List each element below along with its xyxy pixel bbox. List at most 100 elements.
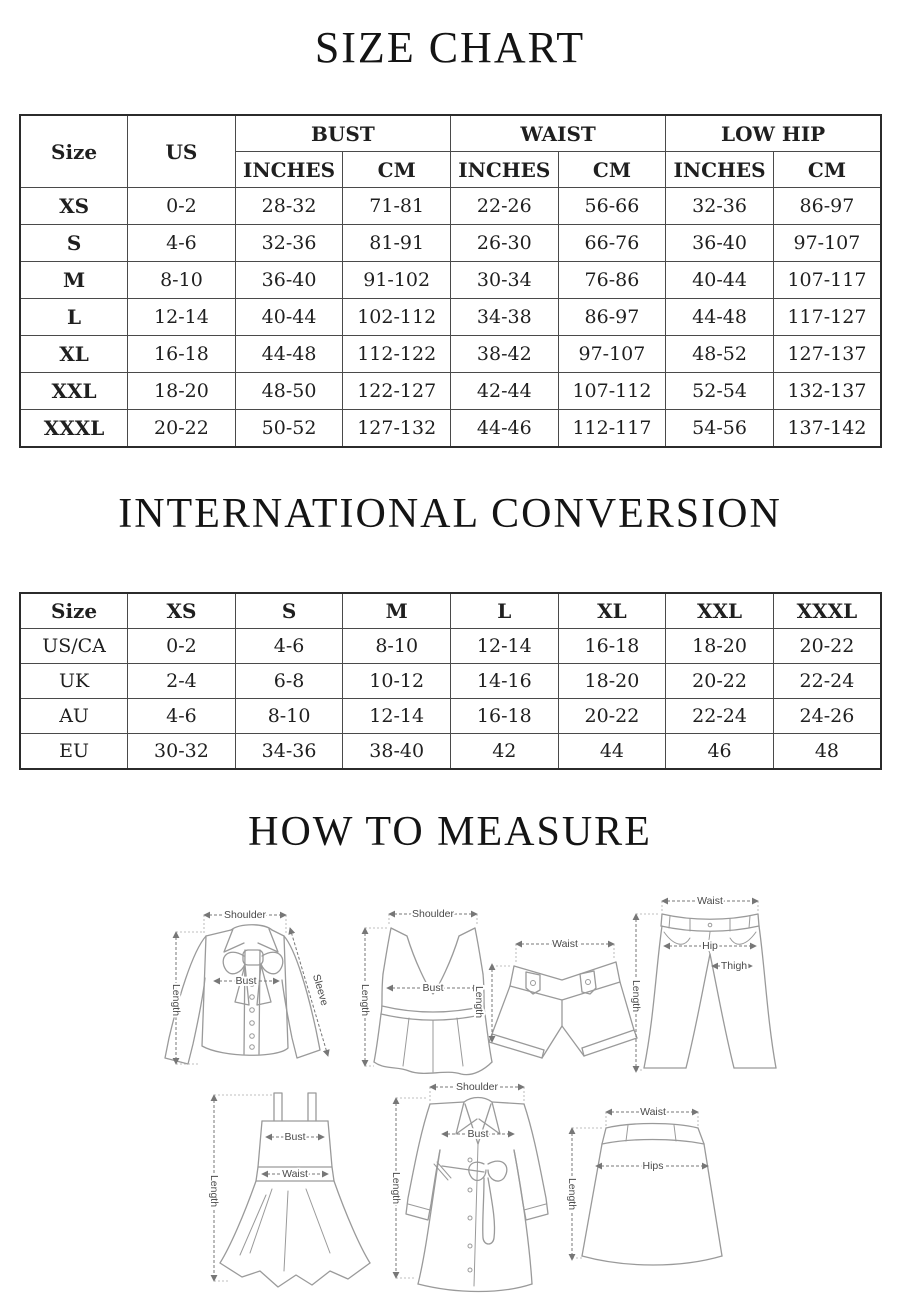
cell: 127-137 [772,335,882,373]
blouse-drawing [164,924,321,1065]
cell: 36-40 [234,261,344,299]
shorts-figure: Waist Length [471,936,638,1059]
length-label: Length [359,984,371,1016]
cell: 38-40 [342,733,451,770]
size-row-xxl: XXL 18-20 48-50 122-127 42-44 107-112 52… [19,372,882,410]
cell: S [19,224,129,262]
size-chart-table: Size US BUST WAIST LOW HIP INCHES CM INC… [19,114,882,448]
hip-label: Hip [702,940,718,952]
cell: 40-44 [665,261,774,299]
conversion-title: INTERNATIONAL CONVERSION [118,491,782,537]
dress-figure: Bust Waist Length [206,1092,371,1288]
dress-measure-lines [210,1094,329,1282]
skirt-drawing [581,1122,723,1266]
cell: 12-14 [127,298,236,336]
conv-header: Size [19,592,129,629]
subheader-hip-cm: CM [772,151,882,188]
cell: 32-36 [234,224,344,262]
col-group-waist: WAIST [449,114,667,152]
cell: 6-8 [234,663,344,699]
bust-label: Bust [467,1128,488,1140]
pants-figure: Waist Hip Thigh Length [628,893,777,1073]
size-row-m: M 8-10 36-40 91-102 30-34 76-86 40-44 10… [19,261,882,299]
cell: L [19,298,129,336]
conversion-table: Size XS S M L XL XXL XXXL US/CA 0-2 4-6 … [19,592,882,770]
how-to-measure-title: HOW TO MEASURE [248,809,652,855]
cell: 20-22 [772,628,882,664]
cell: 44 [557,733,667,770]
conv-row-uk: UK 2-4 6-8 10-12 14-16 18-20 20-22 22-24 [19,663,882,699]
length-label: Length [170,984,182,1016]
length-label: Length [566,1178,578,1210]
tank-measure-lines [361,910,480,1067]
cell: 107-112 [557,372,667,410]
sleeve-label: Sleeve [310,973,330,1007]
tank-top-figure: Shoulder Bust Length [357,906,493,1076]
cell: 81-91 [342,224,451,262]
cell: XXL [19,372,129,410]
pants-drawing [643,913,777,1069]
conv-row-eu: EU 30-32 34-36 38-40 42 44 46 48 [19,733,882,770]
cell: XXXL [19,409,129,448]
col-header-us: US [127,114,236,188]
cell: 40-44 [234,298,344,336]
cell: 4-6 [234,628,344,664]
cell: 32-36 [665,187,774,225]
bust-label: Bust [422,982,443,994]
cell: 86-97 [772,187,882,225]
cell: 22-26 [450,187,559,225]
cell: 76-86 [557,261,667,299]
dress-drawing [219,1092,371,1288]
coat-measure-lines [392,1083,525,1279]
coat-drawing [405,1096,549,1293]
cell: US/CA [19,628,129,664]
cell: 42 [450,733,559,770]
conv-header: XL [557,592,667,629]
conv-row-usca: US/CA 0-2 4-6 8-10 12-14 16-18 18-20 20-… [19,628,882,664]
cell: 54-56 [665,409,774,448]
cell: 12-14 [450,628,559,664]
cell: XS [19,187,129,225]
cell: 86-97 [557,298,667,336]
cell: 42-44 [450,372,559,410]
cell: 38-42 [450,335,559,373]
pants-measure-lines [632,897,759,1073]
col-group-bust: BUST [234,114,452,152]
waist-label: Waist [282,1168,308,1180]
cell: 132-137 [772,372,882,410]
conv-header: XXXL [772,592,882,629]
shoulder-label: Shoulder [224,909,267,921]
cell: 28-32 [234,187,344,225]
blouse-measure-lines [172,911,330,1065]
cell: EU [19,733,129,770]
size-row-xs: XS 0-2 28-32 71-81 22-26 56-66 32-36 86-… [19,187,882,225]
subheader-waist-cm: CM [557,151,667,188]
cell: 18-20 [665,628,774,664]
cell: 20-22 [557,698,667,734]
cell: 8-10 [342,628,451,664]
cell: 14-16 [450,663,559,699]
cell: 22-24 [665,698,774,734]
cell: AU [19,698,129,734]
cell: 107-117 [772,261,882,299]
cell: 44-48 [234,335,344,373]
conv-header: M [342,592,451,629]
length-label: Length [630,980,642,1012]
length-label: Length [208,1175,220,1207]
cell: 137-142 [772,409,882,448]
cell: M [19,261,129,299]
cell: 97-107 [772,224,882,262]
cell: 18-20 [127,372,236,410]
bust-label: Bust [235,975,256,987]
conv-row-au: AU 4-6 8-10 12-14 16-18 20-22 22-24 24-2… [19,698,882,734]
col-header-size: Size [19,114,129,188]
cell: 16-18 [127,335,236,373]
cell: 4-6 [127,224,236,262]
cell: 12-14 [342,698,451,734]
cell: 34-36 [234,733,344,770]
subheader-bust-cm: CM [342,151,451,188]
cell: 30-32 [127,733,236,770]
conv-header: S [234,592,344,629]
skirt-measure-lines [568,1108,709,1261]
